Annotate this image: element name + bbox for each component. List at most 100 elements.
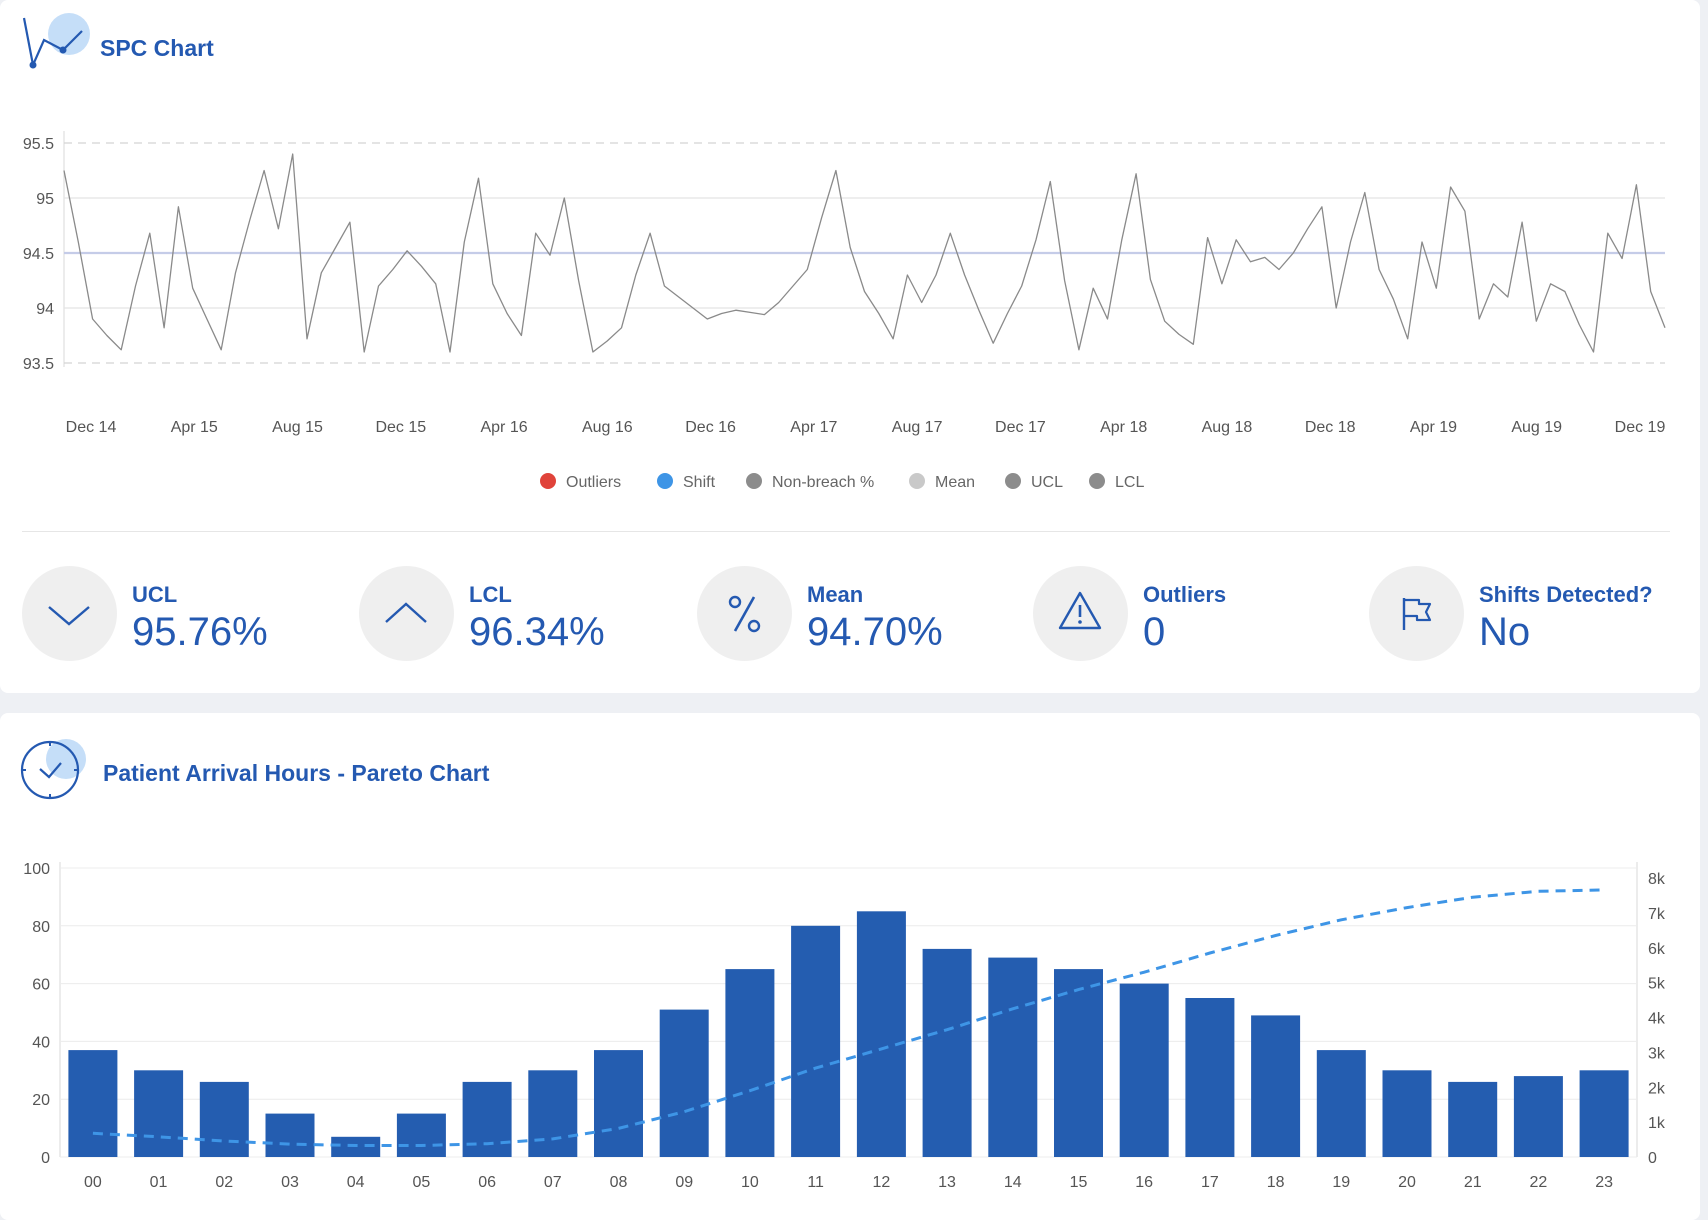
spc-card: SPC Chart 95.5 95 94.5 94 93.5 Dec 14 Apr 15 Au…: [0, 0, 1700, 693]
pareto-secondary-y-tick-label: 8k: [1648, 871, 1666, 888]
pareto-bar: [725, 969, 775, 1157]
pareto-y-tick-label: 20: [32, 1092, 50, 1109]
chevron-down-icon: [48, 606, 90, 626]
clock-icon: [20, 739, 86, 800]
pareto-x-tick-label: 06: [478, 1174, 496, 1191]
pareto-x-tick-label: 09: [675, 1174, 693, 1191]
pareto-x-tick-label: 10: [741, 1174, 759, 1191]
legend-marker: [909, 473, 925, 489]
kpi-mean: Mean 94.70%: [697, 566, 1027, 662]
pareto-x-tick-label: 23: [1595, 1174, 1613, 1191]
pareto-bar: [1382, 1070, 1432, 1157]
pareto-x-tick-label: 17: [1201, 1174, 1219, 1191]
flag-icon: [1402, 598, 1432, 630]
spc-x-tick-label: Apr 17: [790, 419, 837, 436]
pareto-x-tick-label: 05: [412, 1174, 430, 1191]
spc-x-tick-label: Dec 16: [685, 419, 736, 436]
pareto-bar: [1513, 1076, 1563, 1157]
pareto-secondary-y-tick-label: 7k: [1648, 906, 1666, 923]
spc-y-tick-label: 93.5: [23, 356, 54, 373]
kpi-lcl: LCL 96.34%: [359, 566, 689, 662]
kpi-outliers-icon-circle: [1033, 566, 1128, 661]
pareto-x-tick-label: 16: [1135, 1174, 1153, 1191]
legend-label: Shift: [683, 474, 716, 491]
pareto-x-tick-label: 02: [215, 1174, 233, 1191]
legend-marker: [1089, 473, 1105, 489]
pareto-secondary-y-tick-label: 3k: [1648, 1045, 1666, 1062]
pareto-secondary-y-tick-label: 0: [1648, 1150, 1657, 1167]
legend-label: Non-breach %: [772, 474, 874, 491]
spc-chart-title: SPC Chart: [100, 35, 214, 61]
legend-label: Mean: [935, 474, 975, 491]
pareto-bar: [1119, 983, 1169, 1157]
pareto-bar: [1448, 1081, 1498, 1157]
legend-marker: [746, 473, 762, 489]
kpi-shifts-icon-circle: [1369, 566, 1464, 661]
kpi-mean-label: Mean: [807, 582, 864, 607]
pareto-bar: [199, 1081, 249, 1157]
kpi-outliers-value: 0: [1143, 610, 1166, 654]
pareto-secondary-y-tick-label: 2k: [1648, 1080, 1666, 1097]
pareto-bar: [791, 925, 841, 1157]
chevron-up-icon: [385, 602, 427, 623]
pareto-x-tick-label: 15: [1070, 1174, 1088, 1191]
legend-marker: [1005, 473, 1021, 489]
pareto-x-tick-label: 08: [610, 1174, 628, 1191]
pareto-bar: [1579, 1070, 1629, 1157]
spc-x-tick-label: Dec 19: [1615, 419, 1666, 436]
spc-x-tick-label: Dec 17: [995, 419, 1046, 436]
spc-x-tick-label: Dec 18: [1305, 419, 1356, 436]
pareto-secondary-y-tick-label: 4k: [1648, 1011, 1666, 1028]
kpi-ucl-icon-circle: [22, 566, 117, 661]
pareto-x-tick-label: 21: [1464, 1174, 1482, 1191]
kpi-mean-icon-circle: [697, 566, 792, 661]
legend-label: LCL: [1115, 474, 1144, 491]
spc-chart-icon: [22, 13, 90, 69]
pareto-bar: [594, 1050, 643, 1157]
spc-x-tick-label: Apr 18: [1100, 419, 1147, 436]
pareto-bar: [1054, 969, 1103, 1157]
pareto-secondary-y-tick-label: 6k: [1648, 941, 1666, 958]
pareto-y-tick-label: 60: [32, 977, 50, 994]
spc-y-tick-label: 95: [36, 191, 54, 208]
kpi-mean-value: 94.70%: [807, 610, 943, 654]
pareto-x-tick-label: 01: [150, 1174, 168, 1191]
pareto-bar: [265, 1113, 315, 1157]
pareto-bar: [68, 1050, 118, 1157]
spc-x-tick-label: Aug 15: [272, 419, 323, 436]
warning-icon: [1058, 591, 1102, 630]
pareto-y-tick-label: 100: [23, 861, 50, 878]
pareto-cumulative-line: [92, 888, 1605, 1147]
pareto-x-tick-label: 20: [1398, 1174, 1416, 1191]
spc-x-tick-label: Dec 14: [66, 419, 117, 436]
pareto-y-tick-label: 80: [32, 919, 50, 936]
pareto-bar: [1316, 1050, 1366, 1157]
kpi-outliers: Outliers 0: [1033, 566, 1363, 662]
pareto-x-tick-label: 22: [1530, 1174, 1548, 1191]
pareto-bar: [462, 1081, 512, 1157]
pareto-card: Patient Arrival Hours - Pareto Chart 100…: [0, 713, 1700, 1220]
spc-y-tick-label: 94.5: [23, 246, 54, 263]
spc-line-chart: 95.5 95 94.5 94 93.5 Dec 14 Apr 15 Aug 15 Dec 15…: [23, 131, 1666, 491]
kpi-lcl-value: 96.34%: [469, 610, 605, 654]
pareto-y-tick-label: 40: [32, 1034, 50, 1051]
pareto-x-tick-label: 19: [1332, 1174, 1350, 1191]
pareto-chart-title: Patient Arrival Hours - Pareto Chart: [103, 760, 490, 786]
spc-x-tick-label: Aug 19: [1511, 419, 1562, 436]
spc-x-tick-label: Dec 15: [375, 419, 426, 436]
kpi-lcl-icon-circle: [359, 566, 454, 661]
spc-x-tick-label: Apr 19: [1410, 419, 1457, 436]
pareto-bar: [856, 911, 906, 1157]
pareto-y-tick-label: 0: [41, 1150, 50, 1167]
pareto-bar: [528, 1070, 578, 1157]
spc-x-tick-label: Apr 16: [480, 419, 527, 436]
kpi-outliers-label: Outliers: [1143, 582, 1227, 607]
pareto-x-tick-label: 14: [1004, 1174, 1022, 1191]
legend-marker: [657, 473, 673, 489]
kpi-ucl: UCL 95.76%: [22, 566, 352, 662]
spc-y-tick-label: 94: [36, 301, 54, 318]
spc-x-tick-label: Apr 15: [171, 419, 218, 436]
kpi-ucl-label: UCL: [132, 582, 178, 607]
pareto-x-tick-label: 12: [872, 1174, 890, 1191]
spc-divider: [22, 531, 1670, 532]
